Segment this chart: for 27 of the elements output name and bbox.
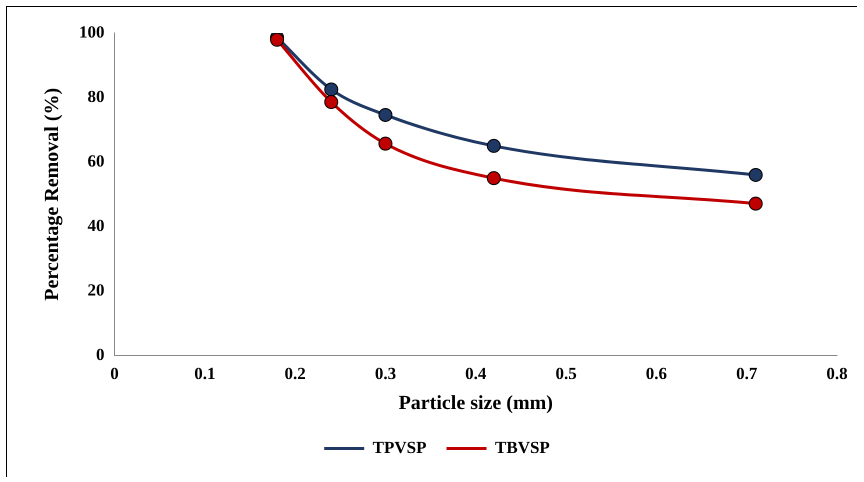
x-tick-label: 0.5 (555, 364, 577, 384)
x-tick-label: 0.7 (736, 364, 758, 384)
x-tick-label: 0 (110, 364, 119, 384)
legend-label: TPVSP (372, 438, 427, 457)
point (748, 168, 763, 182)
point (486, 171, 501, 186)
point (324, 82, 338, 96)
point (324, 95, 338, 110)
x-tick-label: 0.4 (465, 364, 487, 384)
point (748, 196, 763, 211)
y-tick-label: 100 (79, 22, 104, 42)
x-axis-title: Particle size (mm) (398, 392, 553, 414)
y-tick-label: 40 (88, 216, 104, 235)
x-tick-label: 0.3 (374, 364, 396, 384)
x-tick-label: 0.6 (646, 364, 667, 384)
x-tick-label: 0.2 (284, 364, 306, 384)
point (378, 136, 392, 151)
y-tick-label: 20 (88, 280, 104, 300)
y-tick-label: 80 (88, 86, 104, 106)
y-tick-label: 0 (96, 344, 104, 364)
y-tick-label: 60 (88, 151, 104, 170)
point (378, 108, 392, 122)
x-tick-label: 0.1 (194, 364, 216, 384)
point (486, 138, 501, 153)
y-axis-title: Percentage Removal (%) (41, 88, 64, 301)
legend-label: TBVSP (495, 438, 550, 457)
x-tick-label: 0.8 (826, 364, 848, 384)
